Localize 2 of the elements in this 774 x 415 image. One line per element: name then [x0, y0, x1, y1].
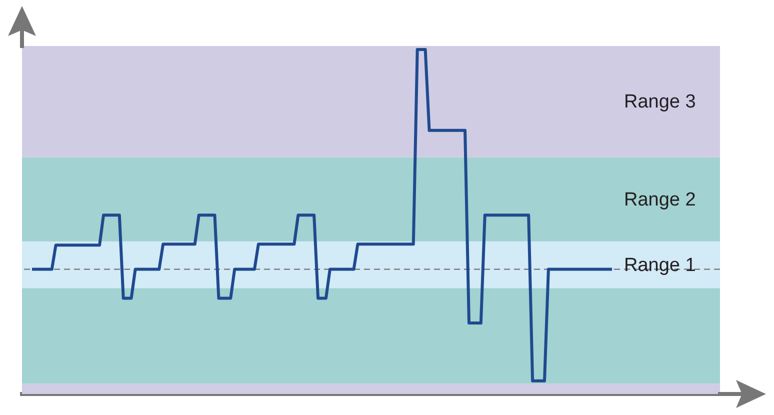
band-label: Range 3 [624, 92, 696, 113]
band-label: Range 2 [624, 189, 696, 210]
